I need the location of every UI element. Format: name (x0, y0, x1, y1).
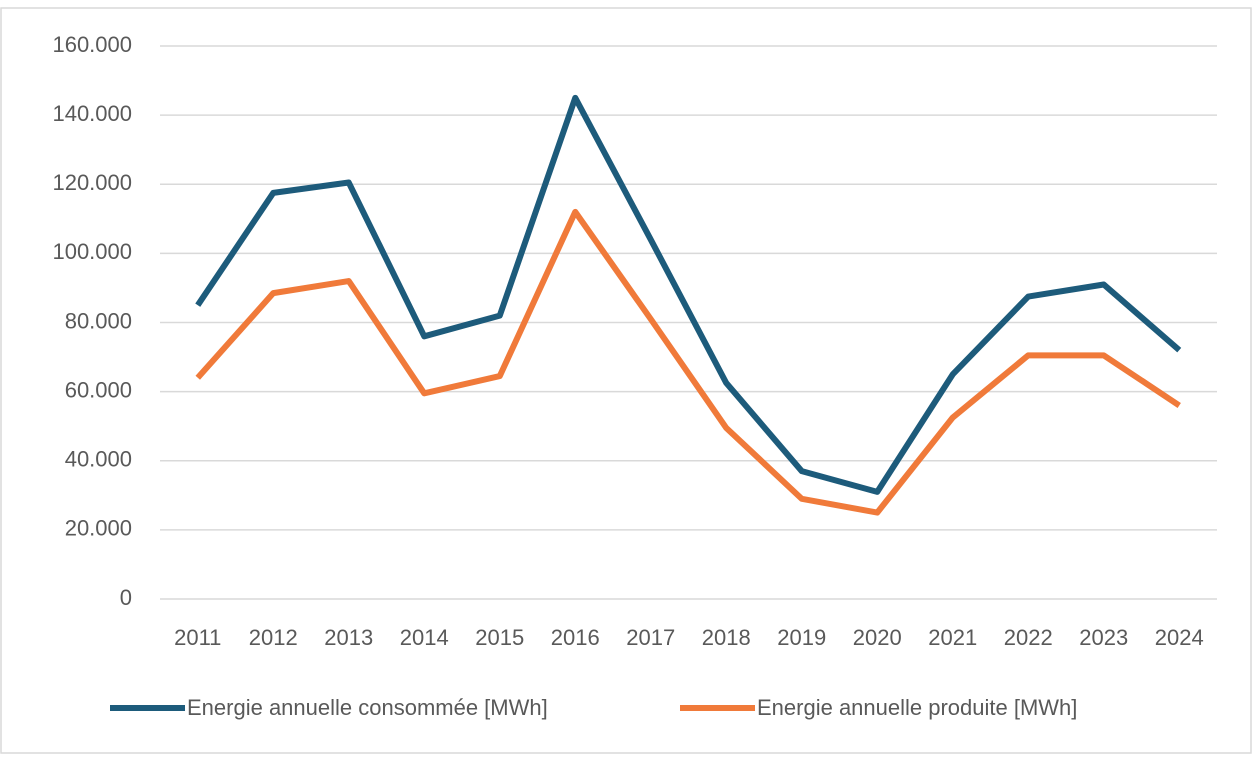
x-tick-label: 2021 (928, 625, 977, 650)
y-tick-label: 20.000 (65, 516, 132, 541)
x-tick-label: 2024 (1155, 625, 1204, 650)
x-tick-label: 2014 (400, 625, 449, 650)
x-tick-label: 2019 (777, 625, 826, 650)
y-tick-label: 140.000 (52, 101, 132, 126)
x-tick-label: 2016 (551, 625, 600, 650)
y-tick-label: 120.000 (52, 170, 132, 195)
legend-label: Energie annuelle produite [MWh] (757, 695, 1077, 720)
x-tick-label: 2020 (853, 625, 902, 650)
x-tick-label: 2017 (626, 625, 675, 650)
y-tick-label: 80.000 (65, 308, 132, 333)
y-tick-label: 40.000 (65, 447, 132, 472)
line-series (195, 94, 1182, 495)
x-tick-label: 2022 (1004, 625, 1053, 650)
line-series (195, 208, 1181, 516)
x-tick-label: 2018 (702, 625, 751, 650)
x-tick-label: 2015 (475, 625, 524, 650)
y-tick-label: 0 (120, 585, 132, 610)
legend-label: Energie annuelle consommée [MWh] (187, 695, 548, 720)
y-tick-label: 60.000 (65, 377, 132, 402)
chart-border (0, 7, 1252, 754)
y-tick-label: 100.000 (52, 239, 132, 264)
x-tick-label: 2013 (324, 625, 373, 650)
x-tick-label: 2011 (174, 625, 221, 650)
x-tick-label: 2012 (249, 625, 298, 650)
y-tick-label: 160.000 (52, 32, 132, 57)
x-tick-label: 2023 (1079, 625, 1128, 650)
